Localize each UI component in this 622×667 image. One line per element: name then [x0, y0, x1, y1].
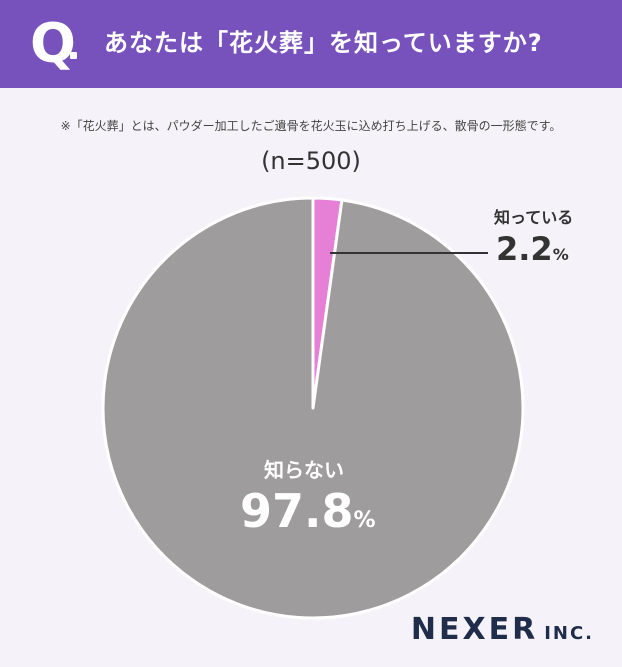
q-dot-decoration	[70, 52, 77, 59]
question-title: あなたは「花火葬」を知っていますか?	[104, 29, 543, 57]
q-mark: Q	[30, 12, 76, 75]
pie-slices	[101, 196, 525, 620]
question-banner: Q あなたは「花火葬」を知っていますか?	[0, 0, 622, 88]
slice-label-know-name: 知っている	[494, 208, 574, 227]
dontknow-value: 97.8	[240, 484, 354, 538]
sample-size: (n=500)	[261, 147, 361, 175]
know-unit: %	[552, 245, 569, 264]
brand-name: NEXER	[410, 612, 539, 647]
slice-label-know-value: 2.2%	[496, 230, 569, 268]
pie-slice-dont-know	[101, 196, 525, 620]
slice-label-dontknow-name: 知らない	[264, 458, 344, 482]
know-value: 2.2	[496, 230, 553, 268]
brand-suffix: INC.	[544, 623, 594, 644]
slice-label-dontknow-value: 97.8%	[240, 484, 376, 538]
brand-logo: NEXER INC.	[411, 612, 594, 647]
definition-note: ※「花火葬」とは、パウダー加工したご遺骨を花火玉に込め打ち上げる、散骨の一形態で…	[60, 119, 562, 133]
dontknow-unit: %	[353, 508, 376, 533]
